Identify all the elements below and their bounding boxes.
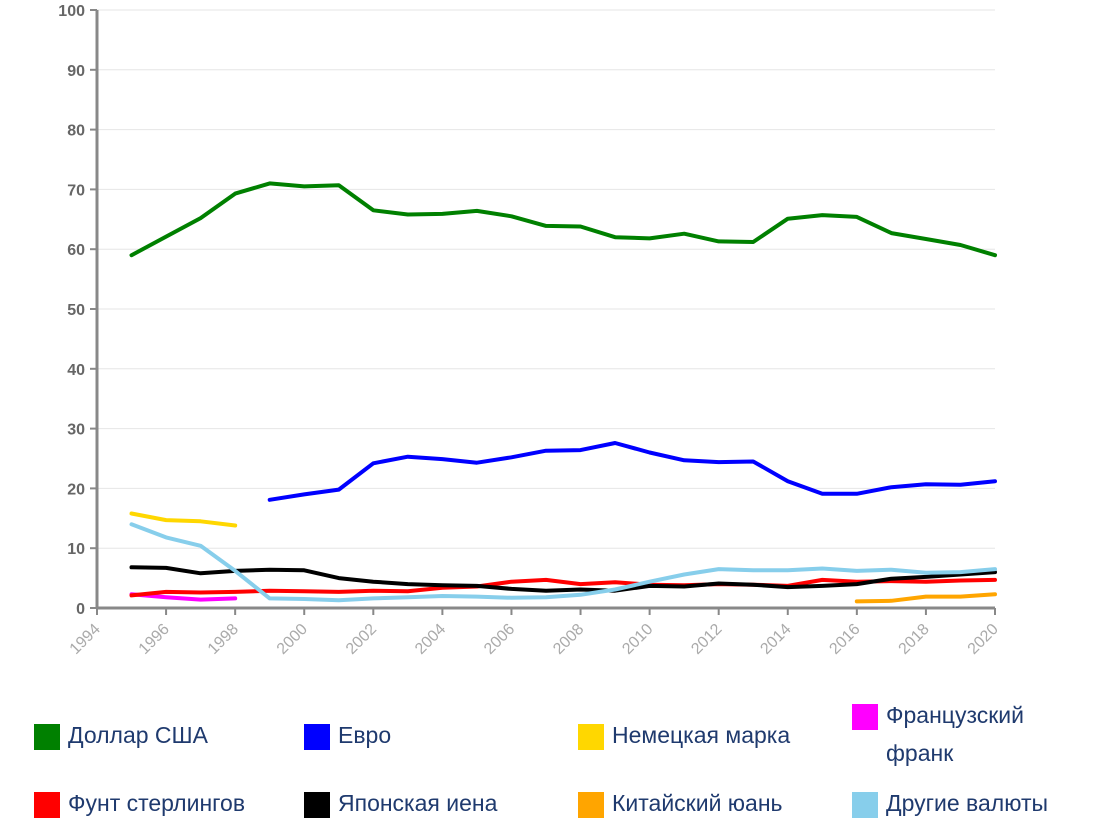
- y-tick-label-30: 30: [67, 422, 85, 439]
- legend-item-usd[interactable]: Доллар США: [34, 722, 208, 754]
- legend-item-gbp[interactable]: Фунт стерлингов: [34, 790, 245, 822]
- legend-label-dem: Немецкая марка: [612, 722, 791, 748]
- x-tick-label-1994: 1994: [67, 621, 104, 658]
- legend-label-gbp: Фунт стерлингов: [68, 790, 246, 816]
- legend-label-cny: Китайский юань: [612, 790, 783, 816]
- series-line-3: [129, 592, 238, 602]
- x-tick-label-2002: 2002: [343, 621, 380, 658]
- x-axis-ticks: 1994 1996 1998 2000 2002 2004 2006 2008 2010 2012…: [67, 621, 1002, 658]
- y-tick-label-50: 50: [67, 302, 85, 319]
- y-tick-label-60: 60: [67, 242, 85, 259]
- line-chart: 0 10 20 30 40 50 60 70 80 90 100 1994 1996 1998 2000 2…: [58, 3, 1002, 658]
- x-tick-label-2016: 2016: [826, 621, 863, 658]
- x-tick-label-2004: 2004: [412, 621, 449, 658]
- x-tick-label-2012: 2012: [688, 621, 725, 658]
- x-tick-label-2018: 2018: [896, 621, 933, 658]
- legend-swatch-cny: [578, 792, 604, 818]
- y-tick-label-90: 90: [67, 63, 85, 80]
- series-line-0: [129, 181, 997, 258]
- legend-swatch-usd: [34, 724, 60, 750]
- legend-item-eur[interactable]: Евро: [304, 722, 391, 754]
- x-tick-label-2000: 2000: [274, 621, 311, 658]
- legend-label-usd: Доллар США: [68, 722, 208, 748]
- legend-swatch-frf: [852, 704, 878, 730]
- y-tick-label-20: 20: [67, 481, 85, 498]
- legend-swatch-eur: [304, 724, 330, 750]
- legend-label-frf: Французский франк: [886, 702, 1024, 766]
- series-line-1: [267, 441, 997, 502]
- series-lines: [129, 181, 997, 604]
- legend-item-jpy[interactable]: Японская иена: [304, 790, 497, 822]
- series-line-4: [129, 577, 997, 598]
- x-tick-label-2006: 2006: [481, 621, 518, 658]
- legend: Доллар США Евро Немецкая марка Французск…: [0, 690, 1100, 828]
- legend-swatch-dem: [578, 724, 604, 750]
- legend-swatch-jpy: [304, 792, 330, 818]
- legend-item-other[interactable]: Другие валюты: [852, 790, 1048, 822]
- series-line-6: [854, 592, 997, 604]
- x-tick-label-2014: 2014: [757, 621, 794, 658]
- x-tick-label-1996: 1996: [136, 621, 173, 658]
- x-tick-label-2008: 2008: [550, 621, 587, 658]
- series-line-5: [129, 565, 997, 593]
- legend-item-frf[interactable]: Французский франк: [852, 702, 1086, 772]
- legend-item-cny[interactable]: Китайский юань: [578, 790, 783, 822]
- x-tick-label-2020: 2020: [965, 621, 1002, 658]
- gridlines: [97, 9, 995, 549]
- x-tick-label-2010: 2010: [619, 621, 656, 658]
- y-tick-label-40: 40: [67, 362, 85, 379]
- legend-label-other: Другие валюты: [886, 790, 1049, 816]
- legend-label-jpy: Японская иена: [338, 790, 498, 816]
- series-line-2: [129, 511, 238, 528]
- y-tick-label-80: 80: [67, 123, 85, 140]
- y-axis-ticks: 0 10 20 30 40 50 60 70 80 90 100: [58, 3, 85, 618]
- legend-swatch-gbp: [34, 792, 60, 818]
- y-tick-label-0: 0: [76, 601, 85, 618]
- legend-label-eur: Евро: [338, 722, 392, 748]
- legend-item-dem[interactable]: Немецкая марка: [578, 722, 790, 754]
- legend-swatch-other: [852, 792, 878, 818]
- y-tick-label-100: 100: [58, 3, 85, 20]
- y-tick-label-70: 70: [67, 182, 85, 199]
- series-line-7: [129, 522, 997, 603]
- y-tick-label-10: 10: [67, 541, 85, 558]
- x-tick-label-1998: 1998: [205, 621, 242, 658]
- axes: [90, 9, 996, 615]
